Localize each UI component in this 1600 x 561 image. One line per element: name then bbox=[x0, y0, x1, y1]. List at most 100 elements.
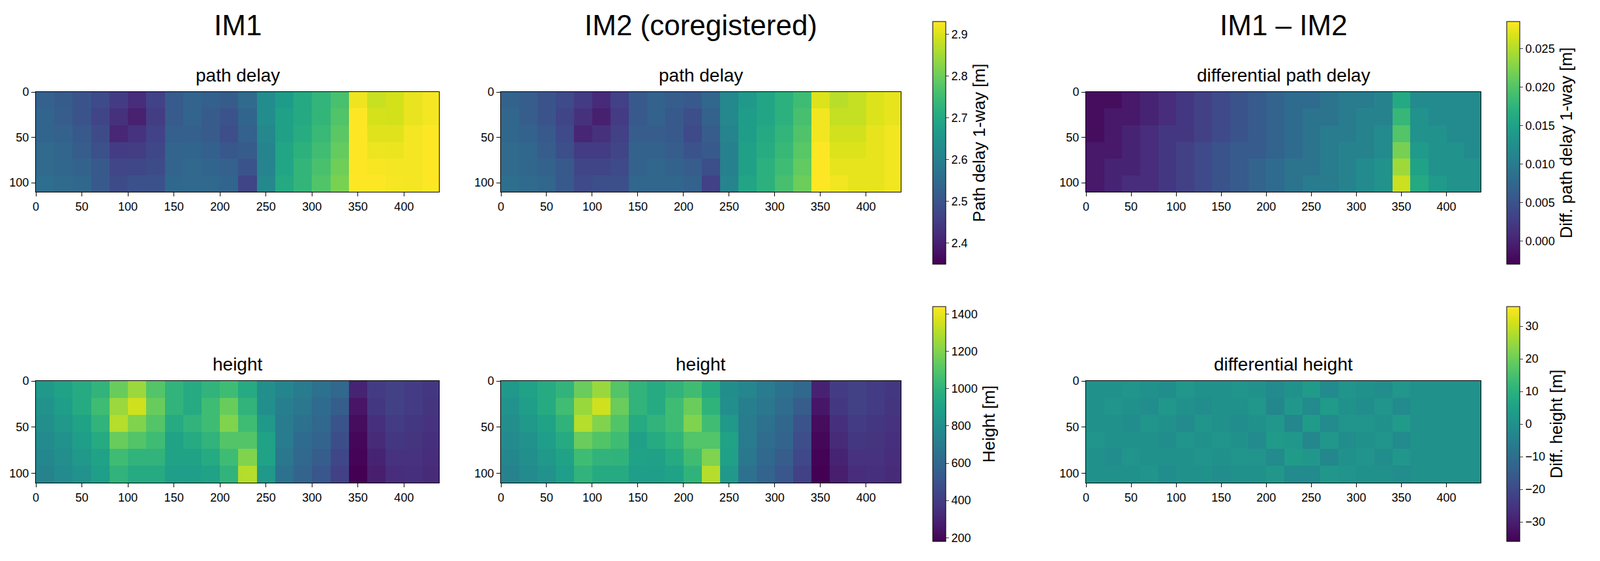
svg-text:300: 300 bbox=[765, 491, 785, 505]
svg-text:50: 50 bbox=[75, 200, 89, 214]
svg-text:0: 0 bbox=[487, 374, 494, 388]
svg-text:20: 20 bbox=[1525, 352, 1539, 366]
svg-text:150: 150 bbox=[1211, 491, 1231, 505]
svg-text:0.025: 0.025 bbox=[1525, 42, 1555, 56]
svg-text:2.5: 2.5 bbox=[951, 195, 968, 209]
svg-text:0.005: 0.005 bbox=[1525, 196, 1555, 210]
svg-text:400: 400 bbox=[951, 493, 972, 507]
svg-text:350: 350 bbox=[348, 491, 368, 505]
svg-text:250: 250 bbox=[1301, 200, 1321, 214]
svg-text:0: 0 bbox=[22, 85, 29, 99]
svg-text:Diff. height [m]: Diff. height [m] bbox=[1546, 369, 1567, 479]
svg-text:0: 0 bbox=[32, 200, 40, 214]
svg-text:0: 0 bbox=[1082, 200, 1090, 214]
svg-text:Height [m]: Height [m] bbox=[979, 385, 999, 464]
svg-text:100: 100 bbox=[474, 467, 494, 481]
svg-text:differential height: differential height bbox=[1213, 354, 1353, 375]
svg-text:50: 50 bbox=[480, 131, 494, 145]
svg-text:150: 150 bbox=[628, 200, 648, 214]
svg-text:100: 100 bbox=[1166, 491, 1186, 505]
svg-text:100: 100 bbox=[9, 467, 29, 481]
svg-text:2.6: 2.6 bbox=[951, 153, 968, 167]
svg-text:400: 400 bbox=[1436, 200, 1456, 214]
svg-text:differential path delay: differential path delay bbox=[1196, 65, 1371, 86]
svg-text:path delay: path delay bbox=[195, 65, 280, 86]
svg-text:2.9: 2.9 bbox=[951, 28, 968, 42]
svg-text:50: 50 bbox=[1124, 200, 1138, 214]
svg-text:400: 400 bbox=[856, 491, 876, 505]
svg-text:0: 0 bbox=[22, 374, 29, 388]
svg-text:150: 150 bbox=[628, 491, 648, 505]
svg-text:200: 200 bbox=[210, 200, 230, 214]
svg-text:350: 350 bbox=[1391, 200, 1411, 214]
svg-text:path delay: path delay bbox=[658, 65, 743, 86]
svg-text:200: 200 bbox=[210, 491, 230, 505]
svg-text:50: 50 bbox=[1065, 131, 1079, 145]
svg-text:100: 100 bbox=[1059, 467, 1079, 481]
svg-text:250: 250 bbox=[256, 200, 276, 214]
svg-text:2.8: 2.8 bbox=[951, 69, 968, 83]
svg-text:100: 100 bbox=[1166, 200, 1186, 214]
svg-text:height: height bbox=[675, 354, 726, 375]
svg-text:Path delay 1-way [m]: Path delay 1-way [m] bbox=[969, 63, 989, 223]
svg-text:100: 100 bbox=[474, 176, 494, 190]
svg-text:350: 350 bbox=[810, 491, 831, 505]
svg-text:1200: 1200 bbox=[951, 345, 978, 359]
svg-text:height: height bbox=[212, 354, 263, 375]
svg-text:0: 0 bbox=[1072, 85, 1079, 99]
svg-text:200: 200 bbox=[1256, 200, 1276, 214]
svg-text:2.7: 2.7 bbox=[951, 111, 968, 125]
svg-text:250: 250 bbox=[256, 491, 276, 505]
svg-text:0: 0 bbox=[497, 200, 505, 214]
svg-text:150: 150 bbox=[164, 200, 184, 214]
svg-text:50: 50 bbox=[1065, 420, 1079, 434]
svg-text:−10: −10 bbox=[1525, 450, 1546, 464]
svg-text:50: 50 bbox=[480, 420, 494, 434]
svg-text:1000: 1000 bbox=[951, 382, 978, 396]
svg-text:200: 200 bbox=[673, 200, 694, 214]
svg-text:−20: −20 bbox=[1525, 482, 1546, 496]
svg-text:350: 350 bbox=[1391, 491, 1411, 505]
svg-text:400: 400 bbox=[393, 200, 414, 214]
svg-text:IM1: IM1 bbox=[213, 9, 262, 42]
svg-text:250: 250 bbox=[1301, 491, 1321, 505]
svg-text:100: 100 bbox=[582, 200, 603, 214]
svg-text:0: 0 bbox=[1072, 374, 1079, 388]
svg-text:300: 300 bbox=[301, 491, 322, 505]
svg-text:0.020: 0.020 bbox=[1525, 80, 1555, 94]
svg-text:1400: 1400 bbox=[951, 307, 978, 321]
svg-text:50: 50 bbox=[540, 200, 554, 214]
svg-text:250: 250 bbox=[719, 200, 740, 214]
svg-text:300: 300 bbox=[765, 200, 785, 214]
svg-text:300: 300 bbox=[1346, 491, 1366, 505]
svg-text:200: 200 bbox=[1256, 491, 1276, 505]
svg-text:Diff. path delay 1-way [m]: Diff. path delay 1-way [m] bbox=[1556, 47, 1576, 239]
svg-text:50: 50 bbox=[1124, 491, 1138, 505]
svg-text:200: 200 bbox=[951, 531, 972, 545]
svg-text:−30: −30 bbox=[1525, 515, 1546, 529]
svg-text:100: 100 bbox=[118, 491, 138, 505]
svg-text:0: 0 bbox=[487, 85, 494, 99]
svg-text:350: 350 bbox=[348, 200, 368, 214]
svg-text:50: 50 bbox=[75, 491, 89, 505]
svg-text:250: 250 bbox=[719, 491, 740, 505]
svg-text:0: 0 bbox=[497, 491, 505, 505]
svg-text:100: 100 bbox=[1059, 176, 1079, 190]
svg-text:600: 600 bbox=[951, 456, 972, 470]
svg-text:200: 200 bbox=[673, 491, 694, 505]
svg-text:50: 50 bbox=[15, 131, 29, 145]
svg-text:300: 300 bbox=[301, 200, 322, 214]
svg-text:50: 50 bbox=[540, 491, 554, 505]
svg-text:0: 0 bbox=[32, 491, 40, 505]
svg-text:IM1 – IM2: IM1 – IM2 bbox=[1219, 9, 1348, 42]
svg-text:0.010: 0.010 bbox=[1525, 157, 1555, 171]
svg-text:400: 400 bbox=[856, 200, 876, 214]
svg-text:50: 50 bbox=[15, 420, 29, 434]
svg-text:30: 30 bbox=[1525, 319, 1539, 333]
svg-text:150: 150 bbox=[1211, 200, 1231, 214]
svg-text:IM2 (coregistered): IM2 (coregistered) bbox=[584, 9, 818, 42]
svg-text:100: 100 bbox=[118, 200, 138, 214]
svg-text:0.000: 0.000 bbox=[1525, 234, 1555, 248]
svg-text:400: 400 bbox=[1436, 491, 1456, 505]
svg-text:150: 150 bbox=[164, 491, 184, 505]
